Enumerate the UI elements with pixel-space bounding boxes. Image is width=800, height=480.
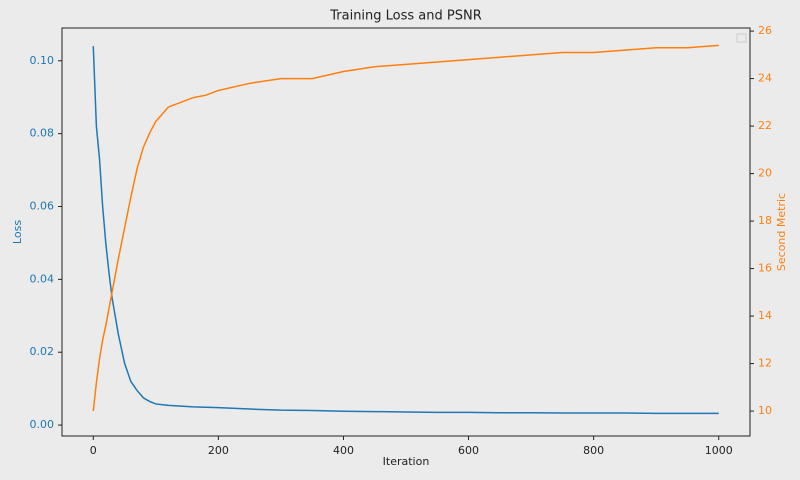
y2-tick-label: 12 <box>758 357 772 370</box>
x-tick-label: 400 <box>333 444 354 457</box>
y2-axis-label: Second Metric <box>775 193 788 271</box>
y-axis-label: Loss <box>11 220 24 244</box>
y2-tick-label: 18 <box>758 214 772 227</box>
y2-tick-label: 14 <box>758 309 772 322</box>
y-tick-label: 0.10 <box>30 54 55 67</box>
plot-frame <box>61 27 751 437</box>
y2-tick-label: 26 <box>758 24 772 37</box>
x-tick-label: 0 <box>90 444 97 457</box>
y2-tick-label: 10 <box>758 404 772 417</box>
y-tick-label: 0.00 <box>30 418 55 431</box>
y-tick-label: 0.08 <box>30 127 55 140</box>
x-axis-label: Iteration <box>383 455 430 468</box>
x-tick-label: 800 <box>583 444 604 457</box>
x-tick-label: 200 <box>208 444 229 457</box>
chart-title: Training Loss and PSNR <box>329 9 482 24</box>
y2-tick-label: 24 <box>758 72 772 85</box>
y2-tick-label: 20 <box>758 167 772 180</box>
y-tick-label: 0.04 <box>30 272 55 285</box>
series-line <box>92 44 719 412</box>
y2-tick-label: 16 <box>758 262 772 275</box>
x-tick-label: 1000 <box>705 444 733 457</box>
y-tick-label: 0.02 <box>30 345 55 358</box>
y2-tick-label: 22 <box>758 119 772 132</box>
x-tick-label: 600 <box>458 444 479 457</box>
series-line <box>92 46 719 415</box>
legend-box <box>736 33 747 43</box>
y-tick-label: 0.06 <box>30 200 55 213</box>
